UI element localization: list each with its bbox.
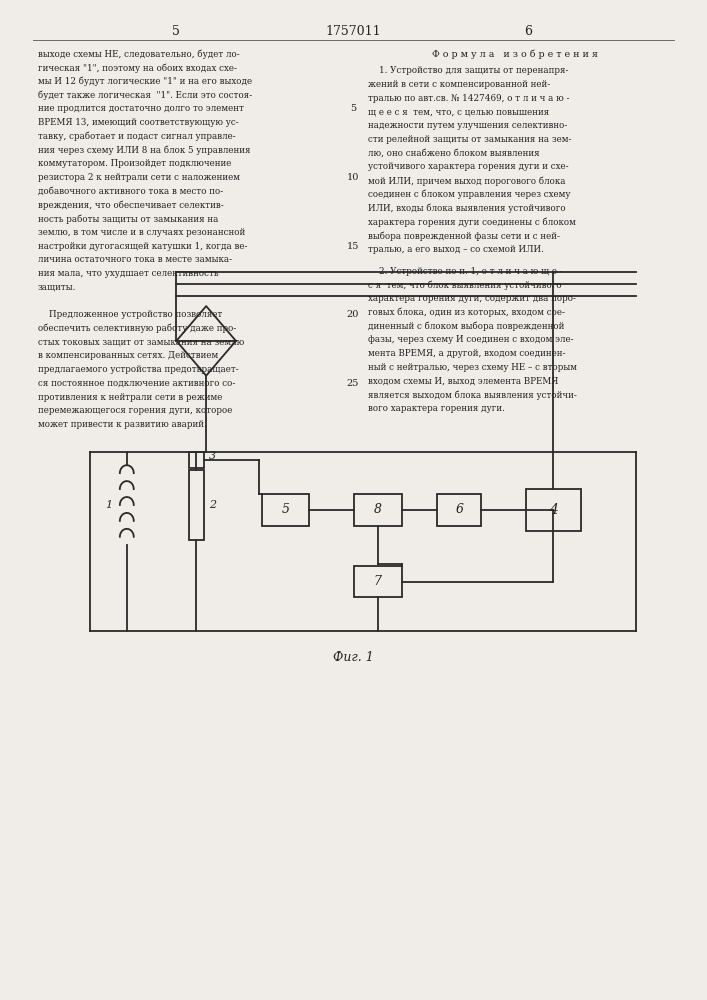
Text: мента ВРЕМЯ, а другой, входом соединен-: мента ВРЕМЯ, а другой, входом соединен-	[368, 349, 566, 358]
Text: 1: 1	[105, 500, 112, 510]
Text: добавочного активного тока в место по-: добавочного активного тока в место по-	[37, 187, 223, 196]
Text: в компенсированных сетях. Действием: в компенсированных сетях. Действием	[37, 351, 218, 360]
Text: жений в сети с компенсированной ней-: жений в сети с компенсированной ней-	[368, 80, 550, 89]
Text: тавку, сработает и подаст сигнал управле-: тавку, сработает и подаст сигнал управле…	[37, 132, 235, 141]
Text: 25: 25	[347, 379, 359, 388]
Text: настройки дугогасящей катушки 1, когда ве-: настройки дугогасящей катушки 1, когда в…	[37, 242, 247, 251]
Text: 4: 4	[549, 503, 558, 517]
Text: вреждения, что обеспечивает селектив-: вреждения, что обеспечивает селектив-	[37, 200, 223, 210]
Text: 2. Устройство по п. 1, о т л и ч а ю щ е -: 2. Устройство по п. 1, о т л и ч а ю щ е…	[368, 267, 563, 276]
Bar	[262, 494, 310, 526]
Text: лю, оно снабжено блоком выявления: лю, оно снабжено блоком выявления	[368, 149, 539, 158]
Text: ный с нейтралью, через схему НЕ – с вторым: ный с нейтралью, через схему НЕ – с втор…	[368, 363, 577, 372]
Text: 1. Устройство для защиты от перенапря-: 1. Устройство для защиты от перенапря-	[368, 66, 568, 75]
Text: личина остаточного тока в месте замыка-: личина остаточного тока в месте замыка-	[37, 255, 232, 264]
Bar	[354, 566, 402, 597]
Text: характера горения дуги соединены с блоком: характера горения дуги соединены с блоко…	[368, 217, 575, 227]
Text: 2: 2	[209, 500, 216, 510]
Text: 5: 5	[173, 25, 180, 38]
Text: 3: 3	[209, 451, 216, 461]
Text: землю, в том числе и в случаях резонансной: землю, в том числе и в случаях резонансн…	[37, 228, 245, 237]
Text: 6: 6	[525, 25, 532, 38]
Text: диненный с блоком выбора поврежденной: диненный с блоком выбора поврежденной	[368, 321, 564, 331]
Bar	[189, 470, 204, 540]
Text: резистора 2 к нейтрали сети с наложением: резистора 2 к нейтрали сети с наложением	[37, 173, 240, 182]
Text: тралью по авт.св. № 1427469, о т л и ч а ю -: тралью по авт.св. № 1427469, о т л и ч а…	[368, 94, 569, 103]
Text: коммутатором. Произойдет подключение: коммутатором. Произойдет подключение	[37, 159, 231, 168]
Text: защиты.: защиты.	[37, 283, 76, 292]
Text: ся постоянное подключение активного со-: ся постоянное подключение активного со-	[37, 379, 235, 388]
Text: 20: 20	[347, 310, 359, 319]
Text: фазы, через схему И соединен с входом эле-: фазы, через схему И соединен с входом эл…	[368, 335, 573, 344]
Text: перемежающегося горения дуги, которое: перемежающегося горения дуги, которое	[37, 406, 232, 415]
Text: вого характера горения дуги.: вого характера горения дуги.	[368, 404, 505, 413]
Text: 10: 10	[347, 173, 359, 182]
Text: устойчивого характера горения дуги и схе-: устойчивого характера горения дуги и схе…	[368, 162, 568, 171]
Text: ность работы защиты от замыкания на: ность работы защиты от замыкания на	[37, 214, 218, 224]
Text: ИЛИ, входы блока выявления устойчивого: ИЛИ, входы блока выявления устойчивого	[368, 204, 566, 213]
Text: будет также логическая  "1". Если это состоя-: будет также логическая "1". Если это сос…	[37, 91, 252, 100]
Text: стых токовых защит от замыкания на землю: стых токовых защит от замыкания на землю	[37, 338, 244, 347]
Text: надежности путем улучшения селективно-: надежности путем улучшения селективно-	[368, 121, 567, 130]
Bar	[438, 494, 481, 526]
Text: 15: 15	[347, 242, 359, 251]
Text: обеспечить селективную работу даже про-: обеспечить селективную работу даже про-	[37, 324, 236, 333]
Text: 8: 8	[374, 503, 382, 516]
Text: тралью, а его выход – со схемой ИЛИ.: тралью, а его выход – со схемой ИЛИ.	[368, 245, 544, 254]
Text: мой ИЛИ, причем выход порогового блока: мой ИЛИ, причем выход порогового блока	[368, 176, 566, 186]
Bar	[189, 452, 204, 468]
Text: с я  тем, что блок выявления устойчивого: с я тем, что блок выявления устойчивого	[368, 280, 561, 290]
Bar	[526, 489, 580, 531]
Text: ние продлится достаточно долго то элемент: ние продлится достаточно долго то элемен…	[37, 104, 243, 113]
Text: противления к нейтрали сети в режиме: противления к нейтрали сети в режиме	[37, 393, 222, 402]
Text: 5: 5	[281, 503, 290, 516]
Bar	[354, 494, 402, 526]
Text: ВРЕМЯ 13, имеющий соответствующую ус-: ВРЕМЯ 13, имеющий соответствующую ус-	[37, 118, 238, 127]
Text: 5: 5	[350, 104, 356, 113]
Text: характера горения дуги, содержит два поро-: характера горения дуги, содержит два пор…	[368, 294, 576, 303]
Text: предлагаемого устройства предотвращает-: предлагаемого устройства предотвращает-	[37, 365, 238, 374]
Text: может привести к развитию аварий.: может привести к развитию аварий.	[37, 420, 206, 429]
Text: 7: 7	[374, 575, 382, 588]
Text: входом схемы И, выход элемента ВРЕМЯ: входом схемы И, выход элемента ВРЕМЯ	[368, 376, 559, 385]
Text: Предложенное устройство позволяет: Предложенное устройство позволяет	[37, 310, 222, 319]
Text: соединен с блоком управления через схему: соединен с блоком управления через схему	[368, 190, 571, 199]
Text: Ф о р м у л а   и з о б р е т е н и я: Ф о р м у л а и з о б р е т е н и я	[432, 50, 597, 59]
Text: выходе схемы НЕ, следовательно, будет ло-: выходе схемы НЕ, следовательно, будет ло…	[37, 50, 239, 59]
Text: гическая "1", поэтому на обоих входах схе-: гическая "1", поэтому на обоих входах сх…	[37, 63, 237, 73]
Text: щ е е с я  тем, что, с целью повышения: щ е е с я тем, что, с целью повышения	[368, 108, 549, 117]
Text: ния через схему ИЛИ 8 на блок 5 управления: ния через схему ИЛИ 8 на блок 5 управлен…	[37, 146, 250, 155]
Text: 6: 6	[455, 503, 463, 516]
Text: является выходом блока выявления устойчи-: является выходом блока выявления устойчи…	[368, 390, 577, 400]
Text: говых блока, один из которых, входом сое-: говых блока, один из которых, входом сое…	[368, 308, 565, 317]
Text: 1757011: 1757011	[325, 25, 381, 38]
Text: выбора поврежденной фазы сети и с ней-: выбора поврежденной фазы сети и с ней-	[368, 231, 560, 241]
Text: ния мала, что ухудшает селективность: ния мала, что ухудшает селективность	[37, 269, 218, 278]
Text: сти релейной защиты от замыкания на зем-: сти релейной защиты от замыкания на зем-	[368, 135, 571, 144]
Text: Фиг. 1: Фиг. 1	[332, 651, 373, 664]
Text: мы И 12 будут логические "1" и на его выходе: мы И 12 будут логические "1" и на его вы…	[37, 77, 252, 86]
